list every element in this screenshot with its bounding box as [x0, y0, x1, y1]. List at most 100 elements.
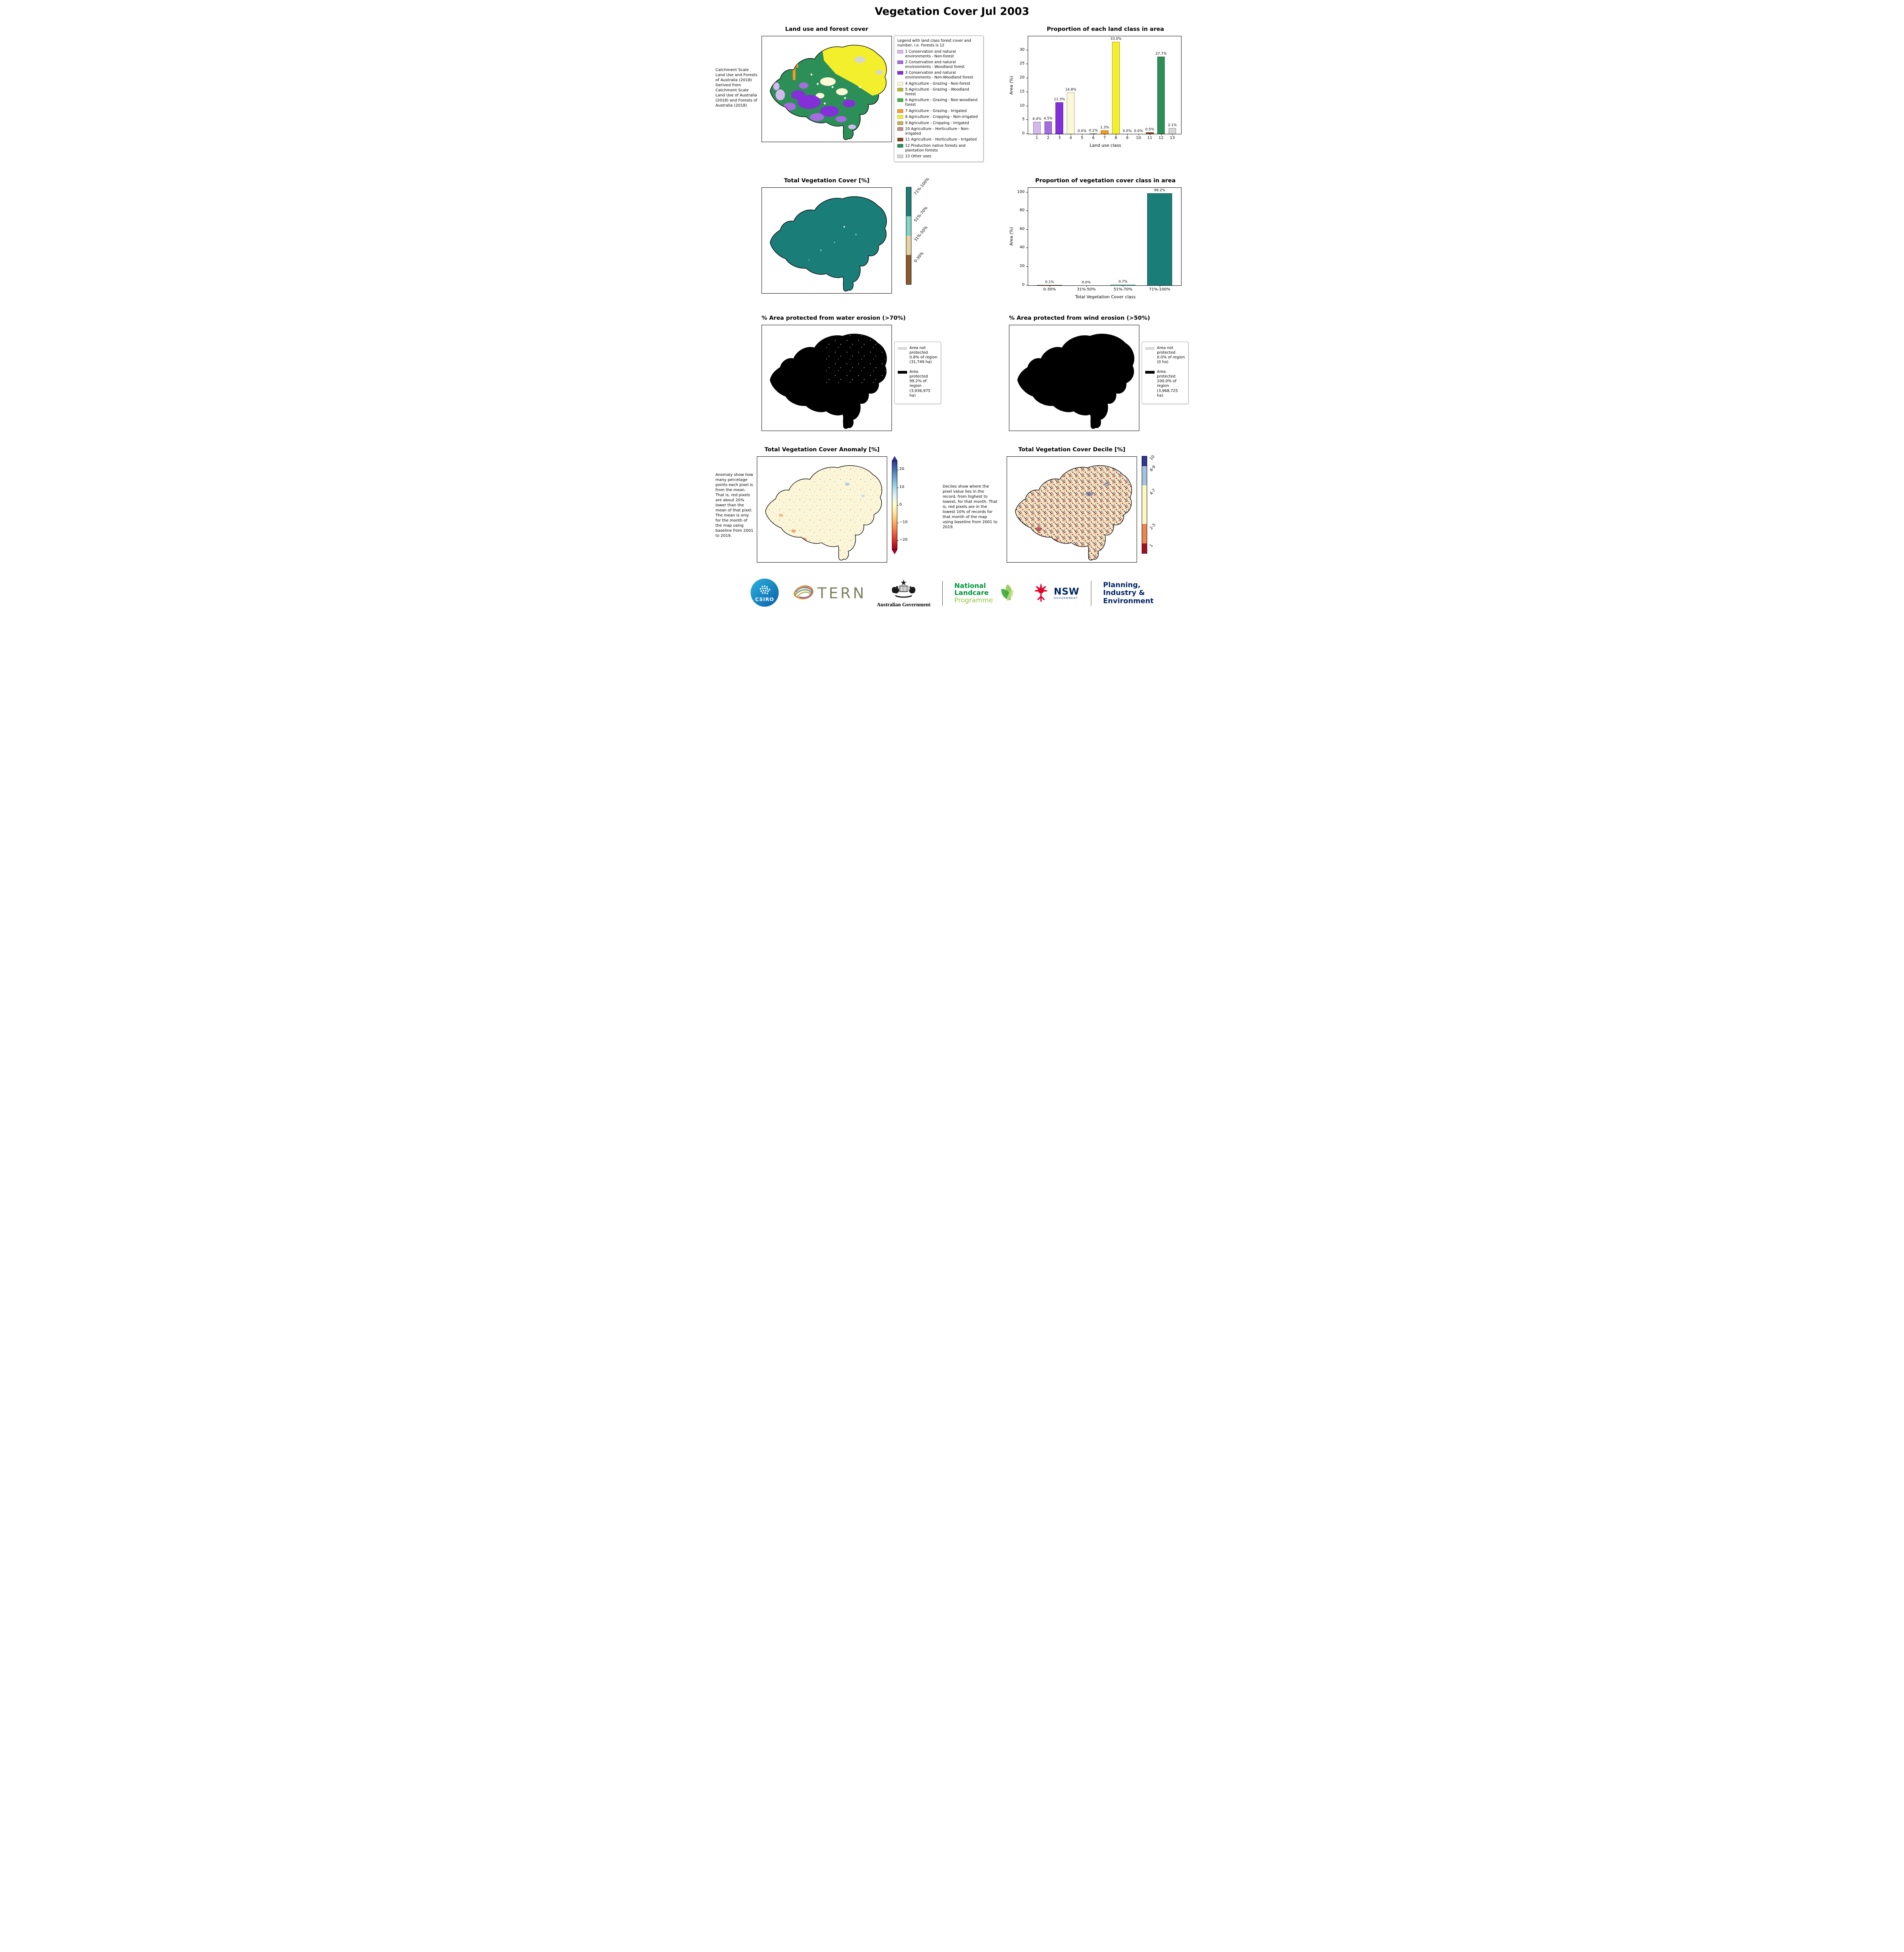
legend-entry-label: Area protected 99.2% of region (3,936,97…: [909, 369, 931, 398]
anomaly-map-title: Total Vegetation Cover Anomaly [%]: [764, 446, 880, 453]
anomaly-explainer-note: Anomaly show how many percetage points e…: [715, 472, 753, 538]
legend-color-swatch: [898, 347, 907, 350]
legend-item-label: 2 Conservation and natural environments …: [905, 60, 965, 69]
bar-value-label: 0.0%: [1077, 129, 1087, 133]
tern-logo: TERN: [791, 581, 865, 606]
x-axis-label: Land use class: [1089, 143, 1121, 148]
x-tick-label: 2: [1047, 136, 1050, 140]
legend-entry: Area not protected 0.8% of region (31,74…: [898, 346, 938, 365]
planning-line: Environment: [1103, 597, 1154, 606]
decile-map-panel: Total Vegetation Cover Decile [%]: [1007, 447, 1137, 563]
bar-value-label: 99.2%: [1154, 188, 1166, 192]
legend-color-swatch: [897, 109, 903, 113]
bar-value-label: 0.0%: [1134, 129, 1143, 133]
x-tick: [1086, 285, 1087, 287]
x-tick-label: 9: [1126, 136, 1129, 140]
colorbar-segment: 8-9: [1142, 465, 1157, 486]
x-tick-label: 7: [1103, 136, 1106, 140]
x-tick-label: 10: [1136, 136, 1141, 140]
vegcoverclass-chart-panel: Proportion of vegetation cover class in …: [1008, 178, 1189, 299]
landuse-map-canvas: [770, 45, 887, 140]
legend-item-label: 3 Conservation and natural environments …: [905, 71, 973, 80]
nsw-government-label: GOVERNMENT: [1053, 597, 1078, 600]
colorbar-upper-arrow: [892, 456, 897, 461]
legend-color-swatch: [897, 61, 903, 64]
legend-entry-label: Area not protected 0.8% of region (31,74…: [909, 346, 938, 365]
footer-logos: CSIRO TERN: [710, 578, 1194, 609]
legend-item: 9 Agriculture - Cropping - Irrigated: [897, 121, 980, 126]
colorbar-segment-label: 31%-50%: [913, 225, 929, 242]
vegcoverclass-bar-chart: 0 20 40 60 80 100 0.1% 0-30% 0.0% 31%-50% 0.7% 51%-…: [1017, 187, 1182, 292]
row-anomaly-decile: Anomaly show how many percetage points e…: [710, 447, 1194, 563]
national-landcare-logo: National Landcare Programme: [954, 582, 1019, 605]
x-tick-label: 51%-70%: [1113, 287, 1133, 292]
landuse-legend-items: 1 Conservation and natural environments …: [897, 50, 980, 159]
legend-color-swatch: [897, 71, 903, 75]
bar-group: 33.0% 8: [1110, 36, 1122, 140]
x-tick-label: 31%-50%: [1077, 287, 1096, 292]
legend-color-swatch: [897, 144, 903, 148]
legend-color-swatch: [897, 88, 903, 92]
legend-color-swatch: [897, 155, 903, 159]
legend-item: 7 Agriculture - Grazing - Irrigated: [897, 109, 980, 114]
bar: [1147, 193, 1172, 285]
colorbar-segment-label: 1: [1149, 543, 1154, 548]
bar: [1112, 42, 1120, 134]
water-erosion-map-canvas: [770, 333, 887, 429]
legend-item: 3 Conservation and natural environments …: [897, 71, 980, 80]
bar-group: 0.7% 51%-70%: [1105, 188, 1141, 292]
landuse-source-note: Catchment Scale Land Use and Forests of …: [715, 68, 758, 108]
legend-item-label: 4 Agriculture - Grazing - Non-forest: [905, 81, 970, 86]
legend-color-swatch: [897, 98, 903, 102]
bar: [1055, 102, 1064, 134]
legend-entry-label: Area protected 100.0% of region (3,968,7…: [1157, 369, 1178, 398]
legend-item-label: 13 Other uses: [905, 154, 931, 159]
water-erosion-title: % Area protected from water erosion (>70…: [762, 315, 906, 321]
bar-value-label: 11.3%: [1054, 98, 1065, 102]
csiro-wordmark: CSIRO: [755, 596, 774, 602]
bar: [1044, 121, 1052, 134]
legend-color-swatch: [898, 370, 907, 374]
colorbar-segment: 2-3: [1142, 523, 1157, 543]
bar-value-label: 4.5%: [1043, 116, 1053, 121]
bar-group: 0.0% 5: [1077, 36, 1088, 140]
bar-group: 4.4% 1: [1031, 36, 1043, 140]
anomaly-map-panel: Total Vegetation Cover Anomaly [%]: [757, 447, 887, 563]
legend-item: 10 Agriculture - Horticulture - Non-irri…: [897, 127, 980, 136]
wind-erosion-map: [1009, 324, 1139, 431]
vegcover-colorbar-wrap: 71%-100% 51%-70% 31%-50% 0-30%: [906, 177, 930, 285]
colorbar-segment-label: 71%-100%: [913, 176, 931, 196]
landuse-legend-title: Legend with land class forest cover and …: [897, 39, 971, 48]
bar-group: 0.0% 10: [1133, 36, 1144, 140]
bar-value-label: 0.0%: [1082, 280, 1091, 285]
legend-color-swatch: [897, 127, 903, 131]
legend-item-label: 1 Conservation and natural environments …: [905, 50, 956, 59]
colorbar-segment-label: 10: [1149, 454, 1156, 461]
x-tick: [1059, 134, 1060, 135]
decile-map: [1007, 456, 1137, 563]
anomaly-colorbar: 20 10 0 −10 −20: [892, 460, 908, 550]
australian-government-logo: Australian Government: [877, 579, 931, 608]
decile-map-canvas: [1015, 465, 1132, 561]
y-axis-label: Area (%): [1009, 227, 1014, 246]
legend-color-swatch: [897, 121, 903, 125]
landcare-leaves-icon: [1001, 584, 1014, 601]
bar-value-label: 1.3%: [1100, 125, 1109, 130]
legend-entry: Area not protected 0.0% of region (0 ha): [1145, 346, 1185, 365]
bar-group: 0.5% 11: [1144, 36, 1155, 140]
landclass-bar-chart: 0 5 10 15 20 25 30 4.4% 1 4.5% 2 11.3% 3 14.8% 4 0.0% 5 0…: [1020, 36, 1182, 140]
wind-erosion-panel: % Area protected from wind erosion (>50%…: [1009, 315, 1150, 431]
coat-of-arms-icon: [892, 579, 916, 598]
landuse-legend: Legend with land class forest cover and …: [894, 36, 984, 162]
bar-group: 2.1% 13: [1167, 36, 1178, 140]
x-tick-label: 11: [1147, 136, 1153, 140]
bar-value-label: 2.1%: [1168, 123, 1177, 127]
wind-erosion-map-canvas: [1017, 333, 1135, 429]
water-erosion-legend: Area not protected 0.8% of region (31,74…: [894, 341, 941, 404]
legend-item: 12 Production native forests and plantat…: [897, 144, 980, 153]
decile-colorbar-wrap: 10 8-9 4-7 2-3 1: [1142, 454, 1157, 554]
legend-item-label: 12 Production native forests and plantat…: [905, 143, 966, 153]
x-tick-label: 8: [1114, 136, 1117, 140]
landcare-line: Programme: [954, 597, 993, 605]
legend-color-swatch: [897, 115, 903, 119]
